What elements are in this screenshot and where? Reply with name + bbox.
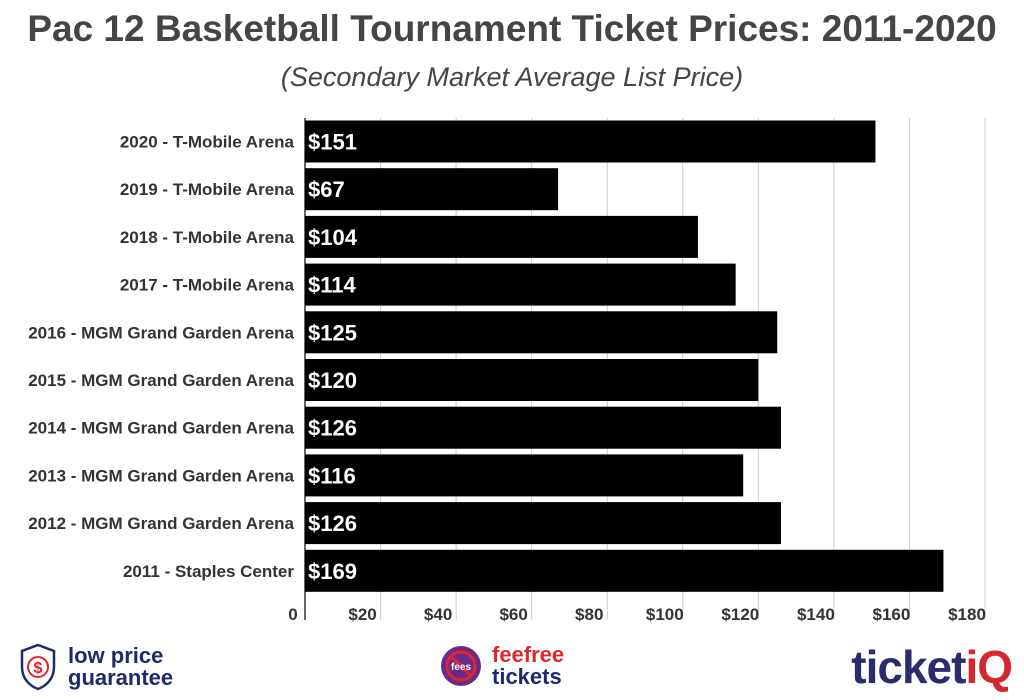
x-tick-label: $40 <box>424 605 452 624</box>
bar <box>305 168 559 211</box>
category-label: 2015 - MGM Grand Garden Arena <box>28 371 294 390</box>
category-labels: 2020 - T-Mobile Arena 2019 - T-Mobile Are… <box>28 133 294 581</box>
bar-value-label: $151 <box>308 130 357 155</box>
bar <box>305 359 759 401</box>
bar-value-label: $120 <box>308 368 357 393</box>
bar <box>305 311 778 354</box>
bar-value-label: $114 <box>308 273 356 298</box>
bar-value-label: $104 <box>308 225 358 250</box>
bar <box>305 502 781 545</box>
bar <box>305 454 744 497</box>
category-label: 2016 - MGM Grand Garden Arena <box>28 323 294 342</box>
bar-value-label: $126 <box>308 416 357 441</box>
feefree-line-2: tickets <box>492 664 562 689</box>
guarantee-line-1: low price <box>68 643 164 668</box>
bar-value-label: $67 <box>308 177 345 202</box>
bar-chart: $151$67$104$114$125$120$126$116$126$169 … <box>28 118 986 624</box>
bar <box>305 120 876 163</box>
x-tick-label: $80 <box>575 605 603 624</box>
category-label: 2020 - T-Mobile Arena <box>120 133 295 152</box>
category-label: 2012 - MGM Grand Garden Arena <box>28 514 294 533</box>
category-label: 2011 - Staples Center <box>123 562 294 581</box>
ticketiq-logo: ticket iQ <box>851 640 1013 694</box>
guarantee-line-2: guarantee <box>68 665 174 690</box>
low-price-guarantee-badge: $ low price guarantee <box>18 643 173 691</box>
x-tick-label: $140 <box>797 605 835 624</box>
no-fees-icon: fees <box>441 646 481 686</box>
bar <box>305 549 944 592</box>
bar <box>305 263 736 306</box>
category-label: 2018 - T-Mobile Arena <box>120 228 295 247</box>
brand-main: ticket <box>851 641 966 693</box>
category-label: 2019 - T-Mobile Arena <box>120 180 295 199</box>
bar <box>305 406 781 449</box>
chart-title: Pac 12 Basketball Tournament Ticket Pric… <box>27 8 997 49</box>
feefree-line-1: feefree <box>492 642 565 667</box>
x-axis-ticks: 0 $20 $40 $60 $80 $100 $120 $140 $160 $180 <box>288 605 986 624</box>
x-tick-label: $120 <box>721 605 759 624</box>
x-tick-label: $60 <box>499 605 527 624</box>
x-tick-label: $160 <box>873 605 911 624</box>
bar-value-label: $125 <box>308 320 357 345</box>
category-label: 2013 - MGM Grand Garden Arena <box>28 466 294 485</box>
chart-subtitle: (Secondary Market Average List Price) <box>280 62 744 92</box>
feefree-tickets-badge: fees feefree tickets <box>438 643 564 689</box>
x-tick-label: $100 <box>646 605 684 624</box>
dollar-shield-icon: $ <box>20 643 56 691</box>
bar-value-label: $169 <box>308 559 357 584</box>
x-tick-label: $180 <box>948 605 986 624</box>
brand-accent: iQ <box>965 641 1013 693</box>
bars: $151 $67 $104 $114 $125 $120 $126 $116 $126 $169 <box>305 120 944 592</box>
bar-value-label: $116 <box>308 463 356 488</box>
x-tick-label: 0 <box>288 605 297 624</box>
svg-text:$: $ <box>34 660 43 677</box>
bar <box>305 215 698 258</box>
category-label: 2017 - T-Mobile Arena <box>120 276 295 295</box>
category-label: 2014 - MGM Grand Garden Arena <box>28 419 294 438</box>
fees-word: fees <box>451 662 471 673</box>
bar-value-label: $126 <box>308 511 357 536</box>
x-tick-label: $20 <box>348 605 376 624</box>
